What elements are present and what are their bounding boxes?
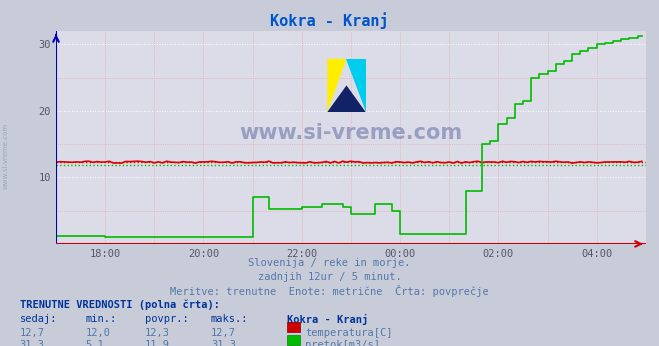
Text: 11,9: 11,9 [145, 340, 170, 346]
Polygon shape [328, 59, 347, 112]
Text: Kokra - Kranj: Kokra - Kranj [270, 12, 389, 29]
Text: 12,0: 12,0 [86, 328, 111, 338]
Text: 12,7: 12,7 [211, 328, 236, 338]
Text: Meritve: trenutne  Enote: metrične  Črta: povprečje: Meritve: trenutne Enote: metrične Črta: … [170, 285, 489, 298]
Text: TRENUTNE VREDNOSTI (polna črta):: TRENUTNE VREDNOSTI (polna črta): [20, 299, 219, 310]
Text: 31,3: 31,3 [211, 340, 236, 346]
Text: Kokra - Kranj: Kokra - Kranj [287, 314, 368, 325]
Text: 5,1: 5,1 [86, 340, 104, 346]
Text: Slovenija / reke in morje.: Slovenija / reke in morje. [248, 258, 411, 268]
Text: pretok[m3/s]: pretok[m3/s] [305, 340, 380, 346]
Text: 12,3: 12,3 [145, 328, 170, 338]
Text: min.:: min.: [86, 314, 117, 324]
Text: 12,7: 12,7 [20, 328, 45, 338]
Text: zadnjih 12ur / 5 minut.: zadnjih 12ur / 5 minut. [258, 272, 401, 282]
Text: 31,3: 31,3 [20, 340, 45, 346]
Text: maks.:: maks.: [211, 314, 248, 324]
Text: www.si-vreme.com: www.si-vreme.com [2, 122, 9, 189]
Text: temperatura[C]: temperatura[C] [305, 328, 393, 338]
Polygon shape [347, 59, 366, 112]
Text: www.si-vreme.com: www.si-vreme.com [239, 123, 463, 143]
Text: sedaj:: sedaj: [20, 314, 57, 324]
Text: povpr.:: povpr.: [145, 314, 188, 324]
Polygon shape [328, 85, 366, 112]
